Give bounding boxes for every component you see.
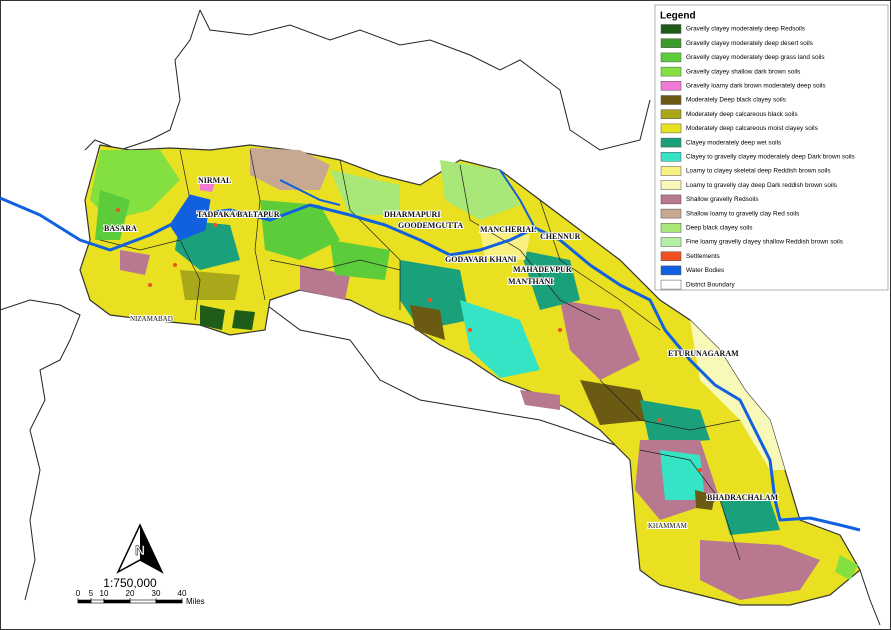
legend-label: Gravelly clayey moderately deep Redsoils (686, 26, 805, 33)
place-label: BHADRACHALAM (707, 493, 779, 502)
legend-label: Clayey to gravelly clayey moderately dee… (686, 153, 855, 160)
legend: Legend Gravelly clayey moderately deep R… (654, 4, 889, 291)
legend-swatch (660, 279, 682, 290)
place-label: GODAVARI KHANI (445, 255, 517, 264)
place-label: MAHADEVPUR (513, 265, 572, 274)
scale-tick-label: 10 (100, 589, 109, 598)
scale-segment (155, 599, 183, 604)
water (0, 169, 861, 532)
legend-swatch (660, 109, 682, 119)
scale-tick-label: 40 (178, 589, 187, 598)
legend-swatch (660, 137, 682, 148)
legend-label: Shallow gravelly Redsoils (686, 196, 758, 203)
legend-swatch (660, 152, 682, 162)
place-label: NIRMAL (198, 176, 231, 185)
legend-label: Loamy to gravelly clay deep Dark reddish… (686, 182, 837, 189)
place-label: KHAMMAM (648, 522, 688, 530)
place-label: BASARA (104, 224, 137, 233)
legend-label: Gravelly loamy dark brown moderately dee… (686, 82, 826, 89)
legend-label: Gravelly clayey moderately deep desert s… (686, 40, 813, 47)
legend-swatch (660, 52, 682, 63)
place-label: MANCHERIAL (480, 225, 536, 234)
scale-tick-label: 0 (76, 589, 81, 598)
legend-label: Moderately deep calcareous moist clayey … (686, 125, 818, 132)
scale-segment (90, 599, 105, 604)
scale-segment (129, 599, 157, 604)
scale-segment (77, 599, 92, 604)
legend-title: Legend (660, 11, 696, 22)
legend-label: District Boundary (686, 281, 735, 288)
soil-regions (79, 144, 861, 606)
legend-label: Gravelly clayey moderately deep grass la… (686, 54, 825, 61)
settlements (116, 208, 702, 472)
legend-swatch (660, 95, 682, 105)
scale-tick-label: 30 (152, 589, 161, 598)
legend-label: Water Bodies (686, 267, 724, 274)
place-label: BALTAPUR (237, 210, 280, 219)
legend-label: Fine loamy gravelly clayey shallow Reddi… (686, 239, 843, 246)
place-labels: NIRMAL TADPAKAL BALTAPUR BASARA NIZAMABA… (103, 175, 780, 531)
outer-boundaries (0, 9, 881, 626)
scale-segment (103, 599, 131, 604)
legend-label: Shallow loamy to gravelly clay Red soils (686, 210, 799, 217)
legend-swatch (660, 194, 682, 205)
legend-label: Moderately Deep black clayey soils (686, 97, 786, 104)
legend-swatch (660, 81, 682, 91)
legend-swatch (660, 265, 682, 276)
legend-swatch (660, 166, 682, 176)
place-label: ETURUNAGARAM (668, 349, 739, 358)
legend-swatch (660, 208, 682, 219)
place-label: GOODEMGUTTA (398, 221, 463, 230)
north-arrow: N (116, 523, 164, 574)
place-label: NIZAMABAD (130, 315, 173, 323)
svg-text:N: N (135, 542, 145, 558)
scale-ratio: 1:750,000 (103, 576, 157, 590)
legend-swatch (660, 66, 682, 77)
place-label: TADPAKAL (197, 210, 241, 219)
legend-label: Settlements (686, 253, 720, 260)
legend-label: Loamy to clayey skeletal deep Reddish br… (686, 168, 831, 175)
place-label: MANTHANI (508, 277, 553, 286)
place-label: DHARMAPURI (384, 210, 440, 219)
legend-swatch (660, 180, 682, 190)
legend-swatch (660, 237, 682, 247)
legend-label: Clayey moderately deep wet soils (686, 139, 781, 146)
place-label: CHENNUR (540, 232, 581, 241)
legend-label: Moderately deep calcareous black soils (686, 111, 798, 118)
legend-swatch (660, 24, 682, 34)
legend-swatch (660, 38, 682, 48)
scale-tick-label: 20 (126, 589, 135, 598)
legend-box (654, 4, 889, 291)
scale-unit: Miles (186, 597, 205, 606)
legend-swatch (660, 123, 682, 134)
legend-label: Deep black clayey soils (686, 224, 752, 231)
legend-swatch (660, 251, 682, 261)
legend-label: Gravelly clayey shallow dark brown soils (686, 68, 800, 75)
scale-tick-label: 5 (89, 589, 94, 598)
legend-swatch (660, 223, 682, 233)
